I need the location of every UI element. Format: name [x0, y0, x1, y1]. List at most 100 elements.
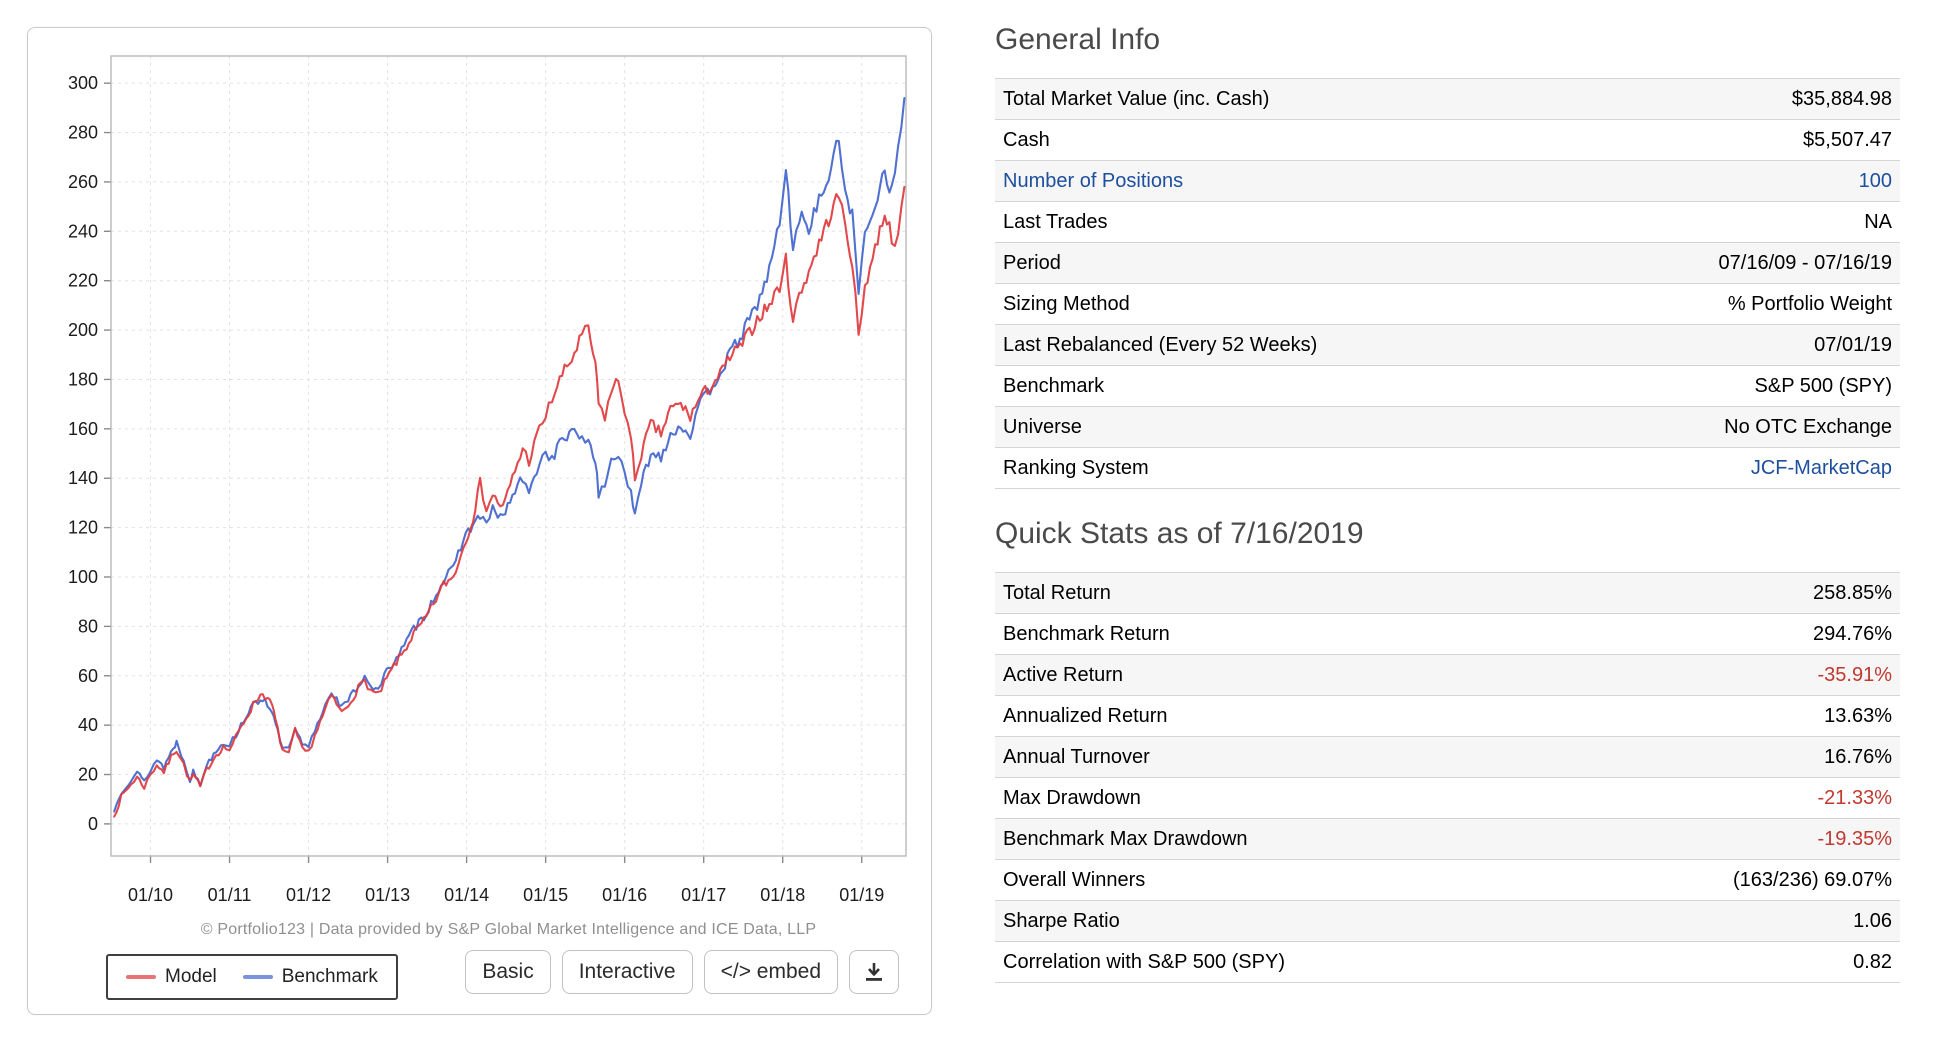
stat-row: Ranking System JCF-MarketCap: [995, 448, 1900, 489]
svg-text:80: 80: [78, 616, 98, 636]
chart-panel: 0 20 40 60 80 100 120 140 160 180 200 220 240 260 280 3…: [27, 27, 932, 1015]
embed-button[interactable]: </> embed: [703, 950, 838, 994]
stat-row: Total Return 258.85%: [995, 573, 1900, 614]
svg-text:01/11: 01/11: [208, 885, 252, 905]
stat-label: Annual Turnover: [1003, 745, 1150, 768]
stat-value: S&P 500 (SPY): [1754, 374, 1892, 397]
basic-view-button[interactable]: Basic: [465, 950, 551, 994]
svg-text:01/12: 01/12: [286, 885, 331, 905]
general-info-table: Total Market Value (inc. Cash) $35,884.98…: [995, 78, 1900, 489]
stat-row: Last Trades NA: [995, 202, 1900, 243]
stat-value: 0.82: [1853, 950, 1892, 973]
svg-text:300: 300: [68, 73, 98, 93]
model-line: [113, 185, 906, 818]
chart-attribution: © Portfolio123 | Data provided by S&P Gl…: [200, 921, 817, 938]
stat-row: Max Drawdown -21.33%: [995, 778, 1900, 819]
stat-value: -19.35%: [1817, 827, 1893, 850]
stat-value: $5,507.47: [1803, 128, 1892, 151]
stat-value: -21.33%: [1817, 786, 1893, 809]
svg-text:01/17: 01/17: [681, 885, 726, 905]
stat-label: Ranking System: [1003, 456, 1149, 479]
stat-label: Cash: [1003, 128, 1050, 151]
svg-text:60: 60: [78, 666, 98, 686]
stat-label: Total Return: [1003, 581, 1111, 604]
stat-value: 1.06: [1853, 909, 1892, 932]
general-info-title: General Info: [995, 23, 1161, 56]
stat-row: Benchmark S&P 500 (SPY): [995, 366, 1900, 407]
stat-value[interactable]: 100: [1858, 169, 1892, 192]
stat-label: Sizing Method: [1003, 292, 1130, 315]
stat-label: Annualized Return: [1003, 704, 1168, 727]
stat-row: Benchmark Max Drawdown -19.35%: [995, 819, 1900, 860]
svg-text:220: 220: [68, 271, 98, 291]
svg-text:01/14: 01/14: [444, 885, 489, 905]
svg-text:01/13: 01/13: [365, 885, 410, 905]
stat-label: Overall Winners: [1003, 868, 1146, 891]
svg-text:140: 140: [68, 468, 98, 488]
download-icon: [866, 963, 882, 981]
stat-row: Overall Winners (163/236) 69.07%: [995, 860, 1900, 901]
svg-text:0: 0: [88, 814, 98, 834]
svg-text:20: 20: [78, 765, 98, 785]
stat-value: 258.85%: [1813, 581, 1892, 604]
stat-row: Benchmark Return 294.76%: [995, 614, 1900, 655]
quick-stats-title: Quick Stats as of 7/16/2019: [995, 517, 1364, 550]
stat-value: 07/01/19: [1814, 333, 1892, 356]
stat-label: Last Rebalanced (Every 52 Weeks): [1003, 333, 1318, 356]
performance-chart[interactable]: 0 20 40 60 80 100 120 140 160 180 200 220 240 260 280 3…: [28, 28, 931, 1014]
download-button[interactable]: [849, 950, 899, 994]
stat-label: Universe: [1003, 415, 1082, 438]
stat-label: Active Return: [1003, 663, 1124, 686]
stat-row: Last Rebalanced (Every 52 Weeks) 07/01/19: [995, 325, 1900, 366]
benchmark-line: [113, 96, 906, 813]
info-column: General Info Total Market Value (inc. Ca…: [995, 22, 1900, 983]
svg-text:120: 120: [68, 518, 98, 538]
stat-row: Annualized Return 13.63%: [995, 696, 1900, 737]
stat-value: $35,884.98: [1791, 87, 1892, 110]
stat-label: Benchmark Return: [1003, 622, 1170, 645]
stat-row: Total Market Value (inc. Cash) $35,884.98: [995, 79, 1900, 120]
chart-legend: Model Benchmark: [106, 954, 398, 1000]
svg-text:01/10: 01/10: [128, 885, 173, 905]
legend-item-model: Model: [126, 966, 217, 988]
svg-text:100: 100: [68, 567, 98, 587]
model-line-swatch: [126, 975, 156, 979]
stat-label: Sharpe Ratio: [1003, 909, 1120, 932]
stat-value: % Portfolio Weight: [1727, 292, 1892, 315]
svg-text:160: 160: [68, 419, 98, 439]
svg-text:01/16: 01/16: [602, 885, 647, 905]
svg-text:01/18: 01/18: [760, 885, 805, 905]
quick-stats-table: Total Return 258.85% Benchmark Return 294.7…: [995, 572, 1900, 983]
interactive-view-button[interactable]: Interactive: [561, 950, 693, 994]
benchmark-line-swatch: [242, 975, 273, 979]
stat-value: 16.76%: [1824, 745, 1892, 768]
svg-text:01/19: 01/19: [839, 885, 884, 905]
stat-label: Last Trades: [1003, 210, 1108, 233]
svg-text:240: 240: [68, 221, 98, 241]
stat-row: Annual Turnover 16.76%: [995, 737, 1900, 778]
legend-label-benchmark: Benchmark: [281, 966, 378, 987]
svg-text:180: 180: [68, 369, 98, 389]
stat-label: Max Drawdown: [1003, 786, 1141, 809]
stat-value: 294.76%: [1813, 622, 1892, 645]
stat-value: No OTC Exchange: [1724, 415, 1892, 438]
stat-value: 13.63%: [1824, 704, 1892, 727]
stat-label: Total Market Value (inc. Cash): [1003, 87, 1270, 110]
chart-toolbar: Basic Interactive </> embed: [465, 950, 899, 994]
stat-row: Universe No OTC Exchange: [995, 407, 1900, 448]
stat-value[interactable]: JCF-MarketCap: [1750, 456, 1892, 479]
svg-text:200: 200: [68, 320, 98, 340]
stat-label: Correlation with S&P 500 (SPY): [1003, 950, 1285, 973]
stat-row: Correlation with S&P 500 (SPY) 0.82: [995, 942, 1900, 983]
stat-row: Period 07/16/09 - 07/16/19: [995, 243, 1900, 284]
legend-item-benchmark: Benchmark: [242, 966, 378, 988]
stat-value: NA: [1864, 210, 1892, 233]
stat-label: Benchmark Max Drawdown: [1003, 827, 1248, 850]
stat-value: (163/236) 69.07%: [1732, 868, 1892, 891]
svg-text:40: 40: [78, 715, 98, 735]
stat-label[interactable]: Number of Positions: [1003, 169, 1184, 192]
stat-row: Sharpe Ratio 1.06: [995, 901, 1900, 942]
stat-label: Period: [1003, 251, 1061, 274]
svg-text:260: 260: [68, 172, 98, 192]
stat-label: Benchmark: [1003, 374, 1105, 397]
